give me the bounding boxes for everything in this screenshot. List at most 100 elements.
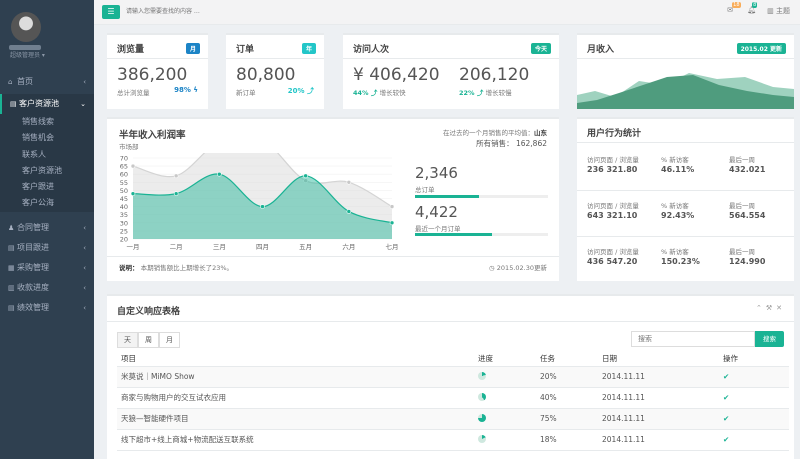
progress-pie bbox=[478, 392, 486, 401]
menu-icon: ▤ bbox=[8, 243, 15, 252]
table-row: 线下超市+线上商城+物流配送互联系统 18% 2014.11.11 ✔ bbox=[117, 429, 789, 451]
sidebar-subitem[interactable]: 销售线索 bbox=[0, 114, 94, 131]
series-1-point bbox=[389, 220, 395, 226]
menu-icon: ♟ bbox=[8, 223, 15, 232]
behavior-label: % 新访客 bbox=[661, 248, 689, 256]
user-role[interactable]: 超级管理员 ▾ bbox=[10, 52, 45, 59]
menu-icon: ▤ bbox=[8, 303, 15, 312]
series-1-point bbox=[346, 209, 352, 214]
projects-table: 项目 进度 任务 日期 操作 米莫说｜MiMO Show 20% 2014.11.1… bbox=[117, 352, 789, 451]
trend-up-icon: ⤴ bbox=[307, 87, 314, 95]
y-tick-label: 35 bbox=[120, 211, 128, 219]
wrench-icon[interactable]: ⚒ bbox=[765, 304, 777, 312]
sidebar-subitem[interactable]: 客户资源池 bbox=[0, 162, 94, 180]
sidebar-item[interactable]: ▥ 收款进度 ‹ bbox=[0, 278, 94, 298]
user-behavior-card: 用户行为统计 访问页面 / 浏览量 236 321.80% 新访客 46.11% 最后… bbox=[577, 117, 794, 281]
y-tick-label: 60 bbox=[120, 171, 128, 179]
series-0-point bbox=[346, 179, 352, 185]
sidebar-item[interactable]: ▤ 绩效管理 ‹ bbox=[0, 298, 94, 318]
pageviews-pct: 98% ϟ bbox=[174, 86, 198, 94]
y-tick-label: 65 bbox=[120, 163, 128, 171]
series-1-point bbox=[303, 173, 308, 179]
tab-week[interactable]: 周 bbox=[138, 332, 159, 348]
menu-icon: ▦ bbox=[8, 263, 15, 272]
update-label: 2015.02 更新 bbox=[736, 43, 786, 54]
visits-card: 访问人次 今天 ¥ 406,420 44% ⤴ 增长较快 206,120 22% … bbox=[343, 33, 559, 109]
sidebar-item[interactable]: ♟ 合同管理 ‹ bbox=[0, 218, 94, 238]
project-date: 2014.11.11 bbox=[598, 408, 719, 430]
sidebar-item[interactable]: ▦ 采购管理 ‹ bbox=[0, 258, 94, 278]
check-icon[interactable]: ✔ bbox=[723, 414, 730, 423]
orders-pct: 20% ⤴ bbox=[287, 87, 314, 95]
revenue-value: ¥ 406,420 bbox=[353, 65, 440, 85]
behavior-value: 643 321.10 bbox=[587, 211, 638, 220]
table-row: 商家与购物用户的交互试衣应用 40% 2014.11.11 ✔ bbox=[117, 387, 789, 409]
project-name: 米莫说｜MiMO Show bbox=[117, 366, 474, 388]
tab-day[interactable]: 天 bbox=[117, 332, 138, 348]
y-tick-label: 50 bbox=[120, 187, 128, 195]
sidebar-subitem[interactable]: 销售机会 bbox=[0, 130, 94, 147]
period-label: 月 bbox=[185, 43, 200, 54]
notifications-icon[interactable]: 🔔︎ 8 bbox=[747, 2, 758, 14]
card-title: 用户行为统计 bbox=[587, 129, 642, 139]
sidebar-subitem[interactable]: 联系人 bbox=[0, 146, 94, 163]
card-title: 访问人次 bbox=[353, 45, 390, 55]
sidebar-item[interactable]: ▤ 项目跟进 ‹ bbox=[0, 238, 94, 258]
top-search-input[interactable] bbox=[126, 5, 326, 19]
project-date: 2014.11.11 bbox=[598, 387, 719, 409]
series-1-point bbox=[217, 171, 222, 177]
table-search-button[interactable]: 搜索 bbox=[755, 331, 784, 347]
menu-icon: ▤ bbox=[10, 100, 17, 108]
col-action: 操作 bbox=[719, 352, 789, 367]
monthly-sparkline bbox=[577, 73, 794, 109]
bolt-icon: ϟ bbox=[193, 86, 198, 94]
menu-toggle-button[interactable]: ☰ bbox=[102, 5, 120, 19]
monthly-income-card: 月收入 2015.02 更新 bbox=[577, 33, 794, 109]
sidebar-subitem[interactable]: 客户公海 bbox=[0, 195, 94, 212]
check-icon[interactable]: ✔ bbox=[723, 372, 730, 381]
close-icon[interactable]: ✕ bbox=[776, 304, 786, 312]
tab-month[interactable]: 月 bbox=[159, 332, 180, 348]
project-date: 2014.11.11 bbox=[598, 429, 719, 451]
task-pct: 40% bbox=[536, 387, 598, 409]
clock-icon: ◷ bbox=[489, 264, 495, 272]
chart-subtitle: 市场部 bbox=[119, 143, 139, 151]
chevron-icon: ‹ bbox=[83, 243, 86, 252]
project-name: 商家与购物用户的交互试衣应用 bbox=[117, 387, 474, 409]
check-icon[interactable]: ✔ bbox=[723, 393, 730, 402]
y-tick-label: 25 bbox=[120, 227, 128, 235]
menu-icon: ▥ bbox=[8, 283, 15, 292]
y-tick-label: 20 bbox=[120, 236, 128, 244]
monthly-orders-label: 最近一个月订单 bbox=[415, 225, 461, 233]
avatar[interactable] bbox=[11, 12, 41, 42]
menu-icon: ⌂ bbox=[8, 78, 13, 86]
trend-up-icon: ⤴ bbox=[370, 89, 378, 97]
x-tick-label: 四月 bbox=[256, 243, 269, 251]
chevron-icon: ‹ bbox=[83, 78, 86, 86]
theme-button[interactable]: ▥ 主题 bbox=[767, 7, 790, 15]
sidebar-item[interactable]: ⌂ 首页 ‹ bbox=[0, 72, 94, 92]
collapse-icon[interactable]: ⌃ bbox=[755, 304, 766, 312]
series-1-point bbox=[130, 191, 136, 196]
series-1-point bbox=[260, 204, 265, 209]
total-orders-value: 2,346 bbox=[415, 164, 458, 182]
table-search-input[interactable] bbox=[631, 331, 755, 347]
behavior-label: 最后一周 bbox=[729, 248, 755, 256]
total-orders-bar bbox=[415, 195, 548, 198]
behavior-label: 访问页面 / 浏览量 bbox=[587, 202, 639, 210]
progress-pie bbox=[478, 371, 486, 380]
sidebar-subitem[interactable]: 客户跟进 bbox=[0, 179, 94, 196]
project-name: 线下超市+线上商城+物流配送互联系统 bbox=[117, 429, 474, 451]
series-0-point bbox=[303, 178, 308, 183]
messages-icon[interactable]: ✉ 18 bbox=[727, 2, 741, 14]
sidebar-item[interactable]: ▤ 客户资源池 ⌄ bbox=[0, 94, 94, 114]
series-1-point bbox=[173, 191, 179, 196]
behavior-row: 访问页面 / 浏览量 436 547.20 % 新访客 150.23% 最后一周 124.… bbox=[577, 237, 794, 283]
chart-updated: ◷ 2015.02.30更新 bbox=[489, 264, 547, 272]
card-title: 月收入 bbox=[587, 45, 615, 55]
orders-sub: 新订单 bbox=[236, 89, 256, 97]
chevron-icon: ⌄ bbox=[80, 100, 86, 108]
y-tick-label: 40 bbox=[120, 203, 128, 211]
series-0-point bbox=[389, 204, 395, 209]
check-icon[interactable]: ✔ bbox=[723, 435, 730, 444]
